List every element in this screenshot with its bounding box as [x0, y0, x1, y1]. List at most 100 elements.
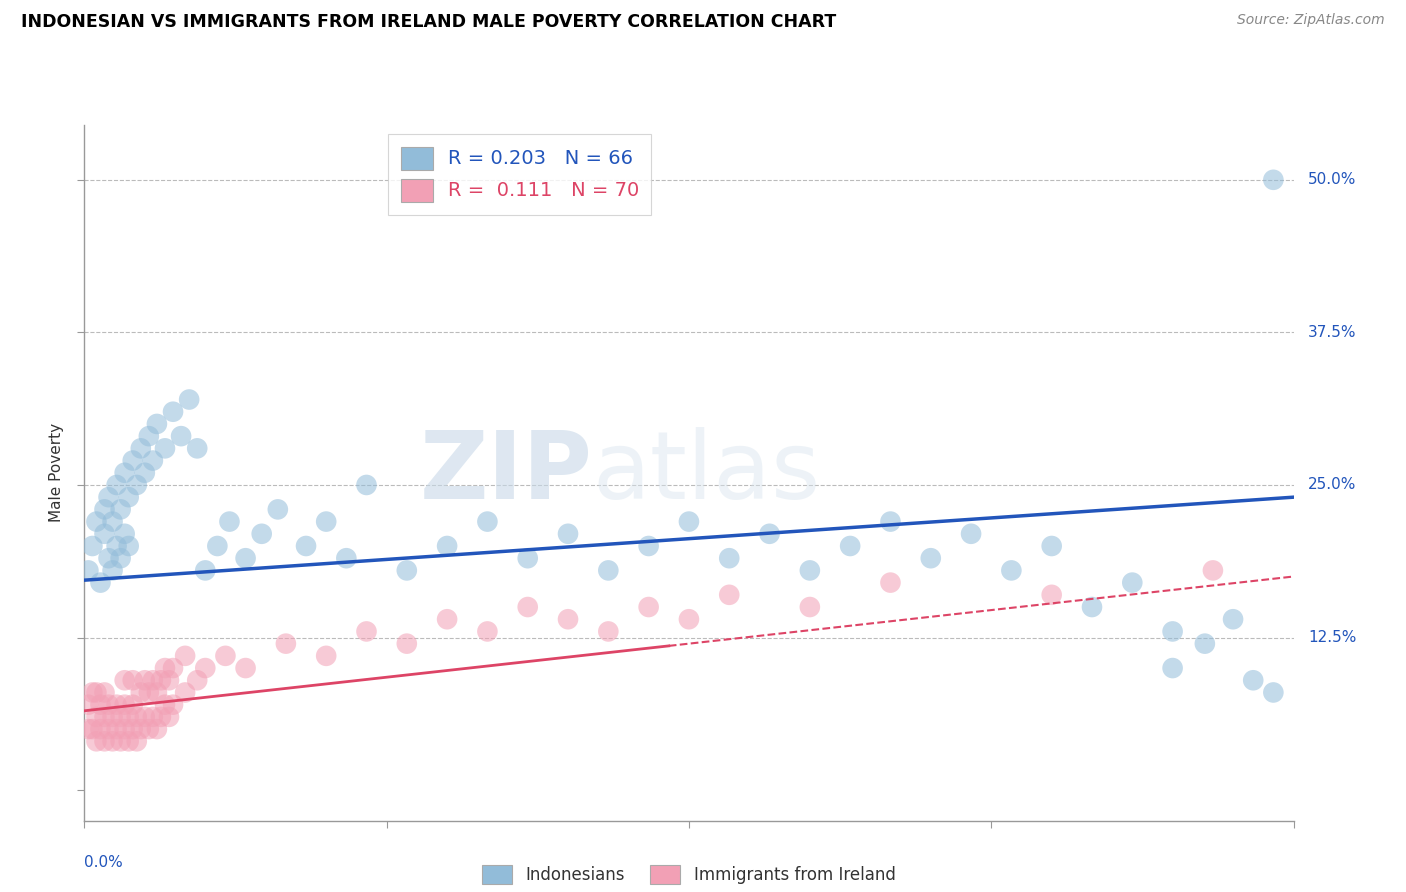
- Point: [77, 698, 100, 712]
- Point: [1202, 563, 1225, 577]
- Legend: Indonesians, Immigrants from Ireland: Indonesians, Immigrants from Ireland: [474, 856, 904, 892]
- Y-axis label: Male Poverty: Male Poverty: [49, 423, 65, 523]
- Text: atlas: atlas: [592, 426, 821, 519]
- Point: [194, 661, 217, 675]
- Point: [274, 637, 297, 651]
- Point: [718, 588, 741, 602]
- Point: [477, 515, 499, 529]
- Point: [153, 661, 176, 675]
- Point: [516, 600, 538, 615]
- Point: [125, 478, 148, 492]
- Point: [395, 563, 418, 577]
- Point: [114, 698, 136, 712]
- Point: [1081, 600, 1104, 615]
- Point: [105, 722, 128, 736]
- Point: [110, 551, 132, 566]
- Point: [879, 515, 901, 529]
- Point: [86, 515, 108, 529]
- Point: [134, 466, 156, 480]
- Point: [118, 710, 141, 724]
- Point: [82, 685, 104, 699]
- Point: [114, 722, 136, 736]
- Point: [93, 734, 115, 748]
- Point: [101, 515, 124, 529]
- Point: [114, 673, 136, 688]
- Point: [86, 734, 108, 748]
- Point: [110, 710, 132, 724]
- Point: [1194, 637, 1216, 651]
- Point: [356, 478, 378, 492]
- Point: [194, 563, 217, 577]
- Point: [214, 648, 236, 663]
- Point: [179, 392, 201, 407]
- Point: [758, 526, 780, 541]
- Point: [1161, 661, 1184, 675]
- Point: [129, 722, 152, 736]
- Point: [186, 442, 208, 456]
- Point: [121, 453, 143, 467]
- Point: [93, 502, 115, 516]
- Point: [118, 539, 141, 553]
- Point: [799, 600, 821, 615]
- Point: [82, 722, 104, 736]
- Point: [174, 648, 197, 663]
- Point: [157, 673, 180, 688]
- Point: [170, 429, 193, 443]
- Point: [207, 539, 229, 553]
- Text: 25.0%: 25.0%: [1308, 477, 1357, 492]
- Point: [97, 698, 120, 712]
- Point: [110, 502, 132, 516]
- Point: [557, 612, 579, 626]
- Point: [138, 685, 160, 699]
- Point: [146, 417, 169, 431]
- Point: [1263, 685, 1285, 699]
- Point: [89, 575, 111, 590]
- Point: [718, 551, 741, 566]
- Point: [101, 710, 124, 724]
- Point: [138, 429, 160, 443]
- Point: [186, 673, 208, 688]
- Point: [118, 734, 141, 748]
- Point: [250, 526, 273, 541]
- Point: [1241, 673, 1264, 688]
- Point: [142, 710, 165, 724]
- Point: [125, 734, 148, 748]
- Point: [142, 453, 165, 467]
- Point: [557, 526, 579, 541]
- Point: [1121, 575, 1143, 590]
- Point: [598, 563, 620, 577]
- Point: [839, 539, 862, 553]
- Point: [436, 612, 458, 626]
- Point: [1000, 563, 1022, 577]
- Point: [153, 698, 176, 712]
- Text: 0.0%: 0.0%: [84, 855, 124, 871]
- Point: [1040, 588, 1063, 602]
- Point: [105, 539, 128, 553]
- Point: [516, 551, 538, 566]
- Point: [1263, 173, 1285, 187]
- Point: [149, 710, 172, 724]
- Point: [114, 466, 136, 480]
- Point: [97, 551, 120, 566]
- Point: [879, 575, 901, 590]
- Point: [86, 710, 108, 724]
- Point: [142, 673, 165, 688]
- Point: [93, 526, 115, 541]
- Point: [86, 685, 108, 699]
- Point: [1040, 539, 1063, 553]
- Text: INDONESIAN VS IMMIGRANTS FROM IRELAND MALE POVERTY CORRELATION CHART: INDONESIAN VS IMMIGRANTS FROM IRELAND MA…: [21, 13, 837, 31]
- Text: Source: ZipAtlas.com: Source: ZipAtlas.com: [1237, 13, 1385, 28]
- Point: [436, 539, 458, 553]
- Point: [315, 515, 337, 529]
- Point: [218, 515, 240, 529]
- Point: [295, 539, 318, 553]
- Point: [678, 612, 700, 626]
- Point: [146, 685, 169, 699]
- Point: [138, 722, 160, 736]
- Text: 12.5%: 12.5%: [1308, 630, 1357, 645]
- Point: [121, 698, 143, 712]
- Point: [97, 490, 120, 504]
- Point: [153, 442, 176, 456]
- Point: [799, 563, 821, 577]
- Point: [174, 685, 197, 699]
